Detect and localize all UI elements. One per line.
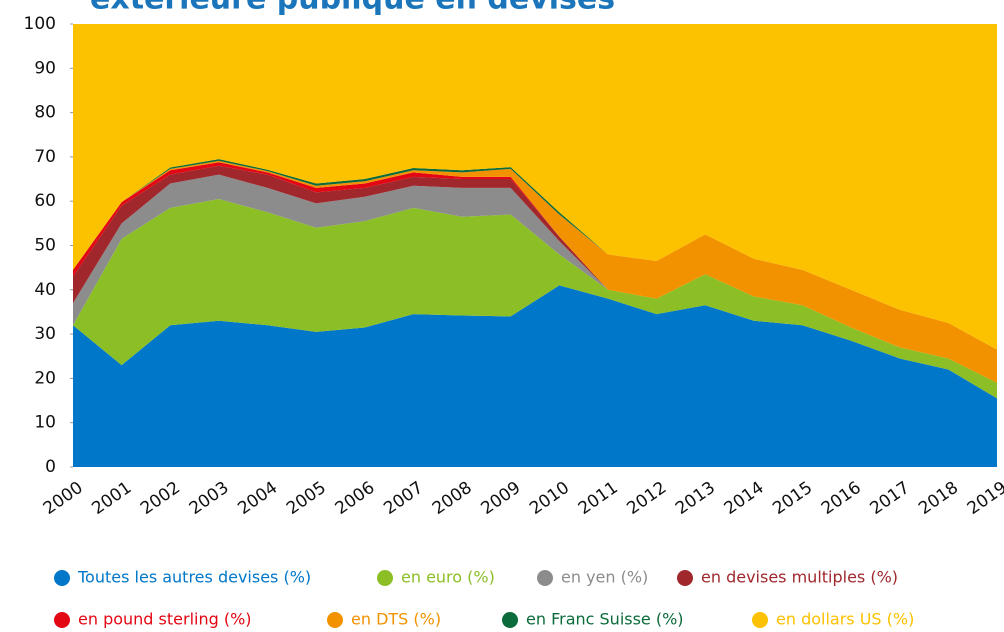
x-tick-label: 2000: [40, 478, 87, 519]
area: [73, 174, 997, 383]
y-tick-label: 50: [34, 236, 56, 256]
legend-item: Toutes les autres devises (%): [54, 568, 311, 587]
x-tick-label: 2007: [380, 478, 427, 519]
y-tick-label: 60: [34, 191, 56, 211]
legend-label: Toutes les autres devises (%): [77, 568, 311, 587]
area: [73, 285, 997, 467]
legend-item: en euro (%): [377, 568, 495, 587]
x-tick-label: 2002: [137, 478, 184, 519]
legend-label: en devises multiples (%): [701, 568, 898, 587]
legend-item: en DTS (%): [327, 610, 441, 629]
legend-label: en DTS (%): [351, 610, 441, 629]
legend-label: en yen (%): [561, 568, 648, 587]
area: [73, 198, 997, 399]
y-tick-label: 90: [34, 58, 56, 78]
x-tick-label: 2017: [867, 478, 914, 519]
y-tick-label: 0: [45, 457, 56, 477]
legend-item: en dollars US (%): [752, 610, 914, 629]
legend-marker: [677, 570, 693, 586]
x-tick-label: 2018: [915, 478, 962, 519]
x-tick-label: 2003: [186, 478, 233, 519]
x-tick-label: 2016: [818, 478, 865, 519]
x-tick-label: 2019: [964, 478, 1004, 519]
legend-marker: [327, 612, 343, 628]
x-tick-label: 2008: [429, 478, 476, 519]
area: [73, 165, 997, 383]
legend-item: en devises multiples (%): [677, 568, 898, 587]
legend-label: en pound sterling (%): [78, 610, 252, 629]
x-tick-label: 2014: [721, 478, 768, 519]
x-tick-label: 2004: [234, 478, 281, 519]
legend-marker: [502, 612, 518, 628]
legend-label: en Franc Suisse (%): [526, 610, 684, 629]
x-tick-label: 2005: [283, 478, 330, 519]
legend-marker: [537, 570, 553, 586]
y-tick-label: 100: [24, 14, 56, 34]
legend-label: en euro (%): [401, 568, 495, 587]
legend-marker: [54, 570, 70, 586]
y-tick-label: 20: [34, 368, 56, 388]
legend-item: en yen (%): [537, 568, 648, 587]
legend-label: en dollars US (%): [776, 610, 914, 629]
x-tick-label: 2009: [478, 478, 525, 519]
legend-item: en pound sterling (%): [54, 610, 252, 629]
legend-item: en Franc Suisse (%): [502, 610, 684, 629]
x-tick-label: 2006: [332, 478, 379, 519]
legend-marker: [752, 612, 768, 628]
x-tick-label: 2011: [575, 478, 622, 519]
x-tick-label: 2012: [623, 478, 670, 519]
y-tick-label: 10: [34, 413, 56, 433]
legend-marker: [377, 570, 393, 586]
x-tick-label: 2001: [88, 478, 135, 519]
x-tick-label: 2013: [672, 478, 719, 519]
y-tick-label: 30: [34, 324, 56, 344]
chart-title: extérieure publique en devises: [90, 0, 615, 17]
area: [73, 24, 997, 350]
x-tick-label: 2010: [526, 478, 573, 519]
y-tick-label: 80: [34, 103, 56, 123]
y-tick-label: 40: [34, 280, 56, 300]
legend-marker: [54, 612, 70, 628]
x-tick-label: 2015: [769, 478, 816, 519]
y-tick-label: 70: [34, 147, 56, 167]
area: [73, 160, 997, 383]
